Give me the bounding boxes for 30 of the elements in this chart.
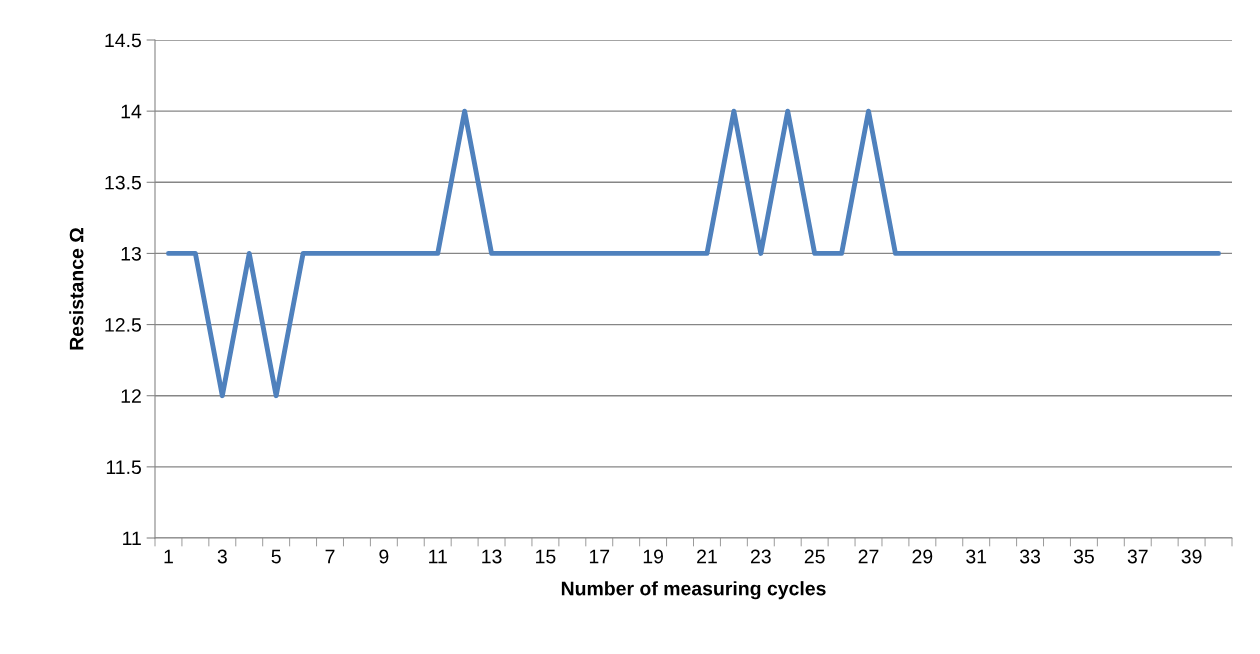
y-tick-label: 12.5 [105, 318, 141, 332]
x-tick-label: 13 [482, 549, 502, 564]
y-tick-label: 11 [123, 531, 141, 546]
y-tick-label: 14.5 [105, 33, 141, 48]
x-tick-label: 25 [804, 549, 825, 564]
x-tick-label: 27 [858, 549, 879, 564]
x-tick-label: 1 [164, 549, 173, 564]
x-tick-label: 35 [1073, 549, 1094, 564]
x-tick-label: 15 [536, 549, 556, 564]
x-tick-label: 33 [1019, 549, 1041, 564]
y-tick-label: 14 [121, 104, 142, 119]
y-axis-title: Resistance Ω [69, 227, 84, 350]
x-tick-label: 17 [589, 549, 610, 564]
x-tick-label: 5 [271, 549, 281, 564]
x-tick-label: 23 [750, 549, 771, 564]
x-tick-label: 11 [429, 549, 447, 564]
x-tick-label: 39 [1181, 549, 1202, 564]
x-tick-label: 21 [697, 549, 717, 564]
y-tick-label: 11.5 [106, 460, 141, 475]
x-tick-label: 9 [379, 549, 389, 564]
y-tick-label: 12 [121, 389, 141, 403]
x-tick-label: 7 [325, 549, 335, 564]
x-tick-label: 3 [217, 549, 227, 564]
x-tick-label: 31 [966, 549, 987, 564]
y-tick-label: 13.5 [105, 175, 141, 190]
x-tick-label: 19 [643, 549, 664, 564]
y-tick-label: 13 [121, 246, 141, 261]
x-tick-label: 37 [1127, 549, 1148, 564]
x-axis-title: Number of measuring cycles [561, 581, 826, 600]
x-tick-label: 29 [912, 549, 933, 564]
